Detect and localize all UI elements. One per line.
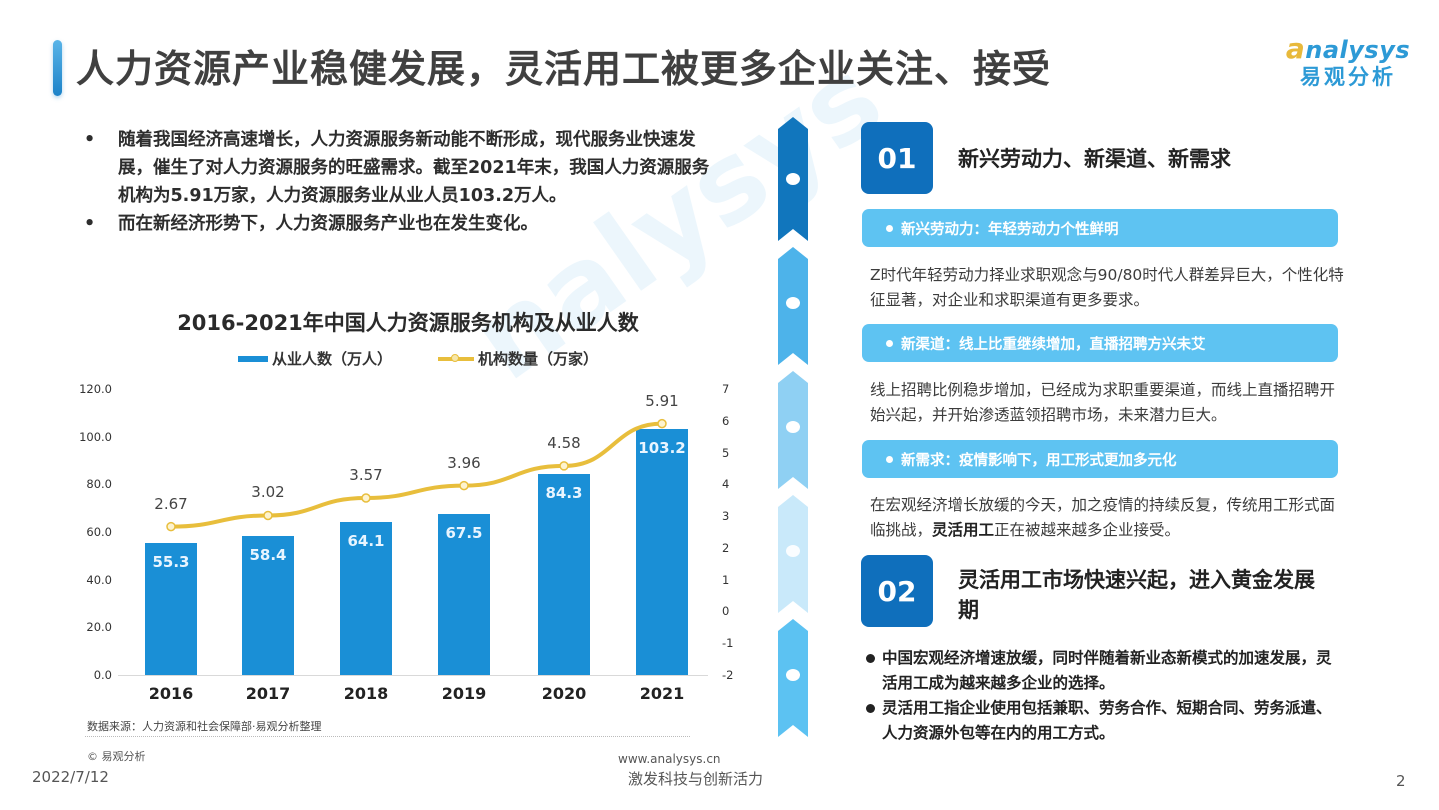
intro-bullets: • 随着我国经济高速增长，人力资源服务新动能不断形成，现代服务业快速发展，催生了… — [84, 126, 724, 238]
legend-item-employees: 从业人数（万人） — [238, 348, 392, 369]
chart-title: 2016-2021年中国人力资源服务机构及从业人数 — [177, 311, 639, 335]
right-axis-tick: 0 — [722, 604, 730, 619]
line-value-label: 5.91 — [645, 391, 679, 410]
line-marker-icon — [263, 510, 273, 521]
line-marker-icon — [166, 521, 176, 532]
pill-dot-icon — [886, 224, 893, 232]
title-accent-bar — [53, 40, 62, 96]
page-number: 2 — [1396, 772, 1406, 790]
subheading-pill: 新兴劳动力：年轻劳动力个性鲜明 — [862, 209, 1338, 247]
right-axis-tick: 7 — [722, 382, 730, 396]
brand-logo: analysys 易观分析 — [1278, 32, 1418, 91]
line-marker-icon — [361, 493, 371, 503]
timeline-dot-icon — [786, 669, 800, 681]
left-axis-tick: 60.0 — [86, 525, 112, 539]
section-title-01: 新兴劳动力、新渠道、新需求 — [958, 147, 1231, 171]
line-value-label: 3.02 — [251, 483, 285, 502]
left-axis-tick: 40.0 — [86, 572, 112, 587]
right-axis-tick: 5 — [722, 445, 730, 460]
website-link[interactable]: www.analysys.cn — [618, 752, 721, 766]
right-axis-tick: 2 — [722, 540, 730, 555]
bar — [242, 535, 294, 675]
line-value-label: 4.58 — [547, 433, 581, 452]
x-axis-line — [118, 675, 708, 676]
legend-line-swatch-icon — [438, 353, 475, 362]
line-marker-icon — [559, 461, 569, 471]
chart-legend: 从业人数（万人） 机构数量（万家） — [238, 348, 598, 369]
x-axis-tick: 2020 — [541, 684, 587, 703]
right-axis-tick: 6 — [722, 413, 730, 428]
timeline-dot-icon — [786, 545, 800, 557]
right-axis-tick: -1 — [722, 636, 734, 651]
line-value-label: 3.57 — [349, 465, 383, 484]
x-axis-tick: 2016 — [148, 684, 194, 703]
right-axis-tick: -2 — [722, 668, 734, 682]
bar — [145, 543, 197, 675]
bar — [438, 514, 490, 675]
x-axis-tick: 2019 — [441, 684, 487, 703]
logo-wordmark: analysys — [1285, 32, 1411, 65]
section2-bullet: 中国宏观经济增速放缓，同时伴随着新业态新模式的加速发展，灵活用工成为越来越多企业… — [866, 646, 1346, 696]
line-marker-icon — [657, 418, 667, 429]
section2-bullets: 中国宏观经济增速放缓，同时伴随着新业态新模式的加速发展，灵活用工成为越来越多企业… — [866, 646, 1346, 746]
bullet-dot-icon: • — [84, 130, 96, 150]
bar-value-label: 55.3 — [152, 553, 190, 572]
bar — [340, 522, 392, 675]
bar-value-label: 67.5 — [445, 524, 483, 543]
bar-value-label: 84.3 — [545, 484, 583, 503]
left-axis-tick: 80.0 — [86, 477, 112, 492]
x-axis-tick: 2018 — [343, 684, 389, 703]
intro-bullet: • 而在新经济形势下，人力资源服务产业也在发生变化。 — [84, 210, 724, 238]
bar-value-label: 58.4 — [249, 545, 287, 564]
line-value-label: 3.96 — [447, 453, 481, 472]
bar — [636, 429, 688, 675]
left-axis-tick: 100.0 — [79, 429, 112, 444]
logo-chinese: 易观分析 — [1300, 65, 1396, 89]
date: 2022/7/12 — [32, 768, 109, 786]
right-axis-tick: 1 — [722, 572, 730, 587]
section-badge-01: 01 — [861, 122, 933, 194]
timeline-dot-icon — [786, 173, 800, 185]
section2-bullet: 灵活用工指企业使用包括兼职、劳务合作、短期合同、劳务派遣、人力资源外包等在内的用… — [866, 696, 1346, 746]
pill-dot-icon — [886, 455, 893, 463]
subheading-pill: 新需求：疫情影响下，用工形式更加多元化 — [862, 440, 1338, 478]
timeline-ribbon — [778, 117, 808, 737]
subheading-text: 在宏观经济增长放缓的今天，加之疫情的持续反复，传统用工形式面临挑战，灵活用工正在… — [870, 496, 1336, 539]
section-badge-02: 02 — [861, 555, 933, 627]
logo-swoosh-icon: a — [1285, 32, 1306, 65]
left-axis-tick: 20.0 — [86, 620, 112, 635]
timeline-dot-icon — [786, 297, 800, 309]
bar — [538, 474, 590, 675]
legend-item-institutions: 机构数量（万家） — [438, 348, 598, 369]
page-title: 人力资源产业稳健发展，灵活用工被更多企业关注、接受 — [76, 47, 1052, 91]
right-axis-tick: 3 — [722, 509, 730, 524]
legend-bar-swatch-icon — [238, 355, 268, 362]
footer-divider — [85, 736, 690, 737]
bullet-dot-icon: • — [84, 214, 96, 234]
slogan: 激发科技与创新活力 — [628, 770, 764, 788]
x-axis-tick: 2017 — [245, 684, 291, 703]
pill-dot-icon — [886, 339, 893, 347]
left-axis-tick: 120.0 — [79, 382, 112, 396]
x-axis-tick: 2021 — [639, 684, 685, 703]
bar-value-label: 64.1 — [347, 532, 385, 551]
subheading-pill: 新渠道：线上比重继续增加，直播招聘方兴未艾 — [862, 324, 1338, 362]
subheading-text: Z时代年轻劳动力择业求职观念与90/80时代人群差异巨大，个性化特征显著，对企业… — [870, 266, 1344, 309]
left-axis-tick: 0.0 — [93, 668, 112, 682]
right-axis-tick: 4 — [722, 477, 730, 492]
timeline-dot-icon — [786, 421, 800, 433]
line-value-label: 2.67 — [154, 494, 188, 513]
copyright: © 易观分析 — [87, 750, 146, 763]
intro-bullet: • 随着我国经济高速增长，人力资源服务新动能不断形成，现代服务业快速发展，催生了… — [84, 126, 724, 210]
bar-value-label: 103.2 — [638, 439, 686, 458]
section-title-02: 灵活用工市场快速兴起，进入黄金发展期 — [958, 568, 1315, 622]
subheading-text: 线上招聘比例稳步增加，已经成为求职重要渠道，而线上直播招聘开始兴起，并开始渗透蓝… — [870, 381, 1336, 424]
line-marker-icon — [459, 480, 469, 491]
data-source: 数据来源：人力资源和社会保障部·易观分析整理 — [87, 720, 322, 733]
